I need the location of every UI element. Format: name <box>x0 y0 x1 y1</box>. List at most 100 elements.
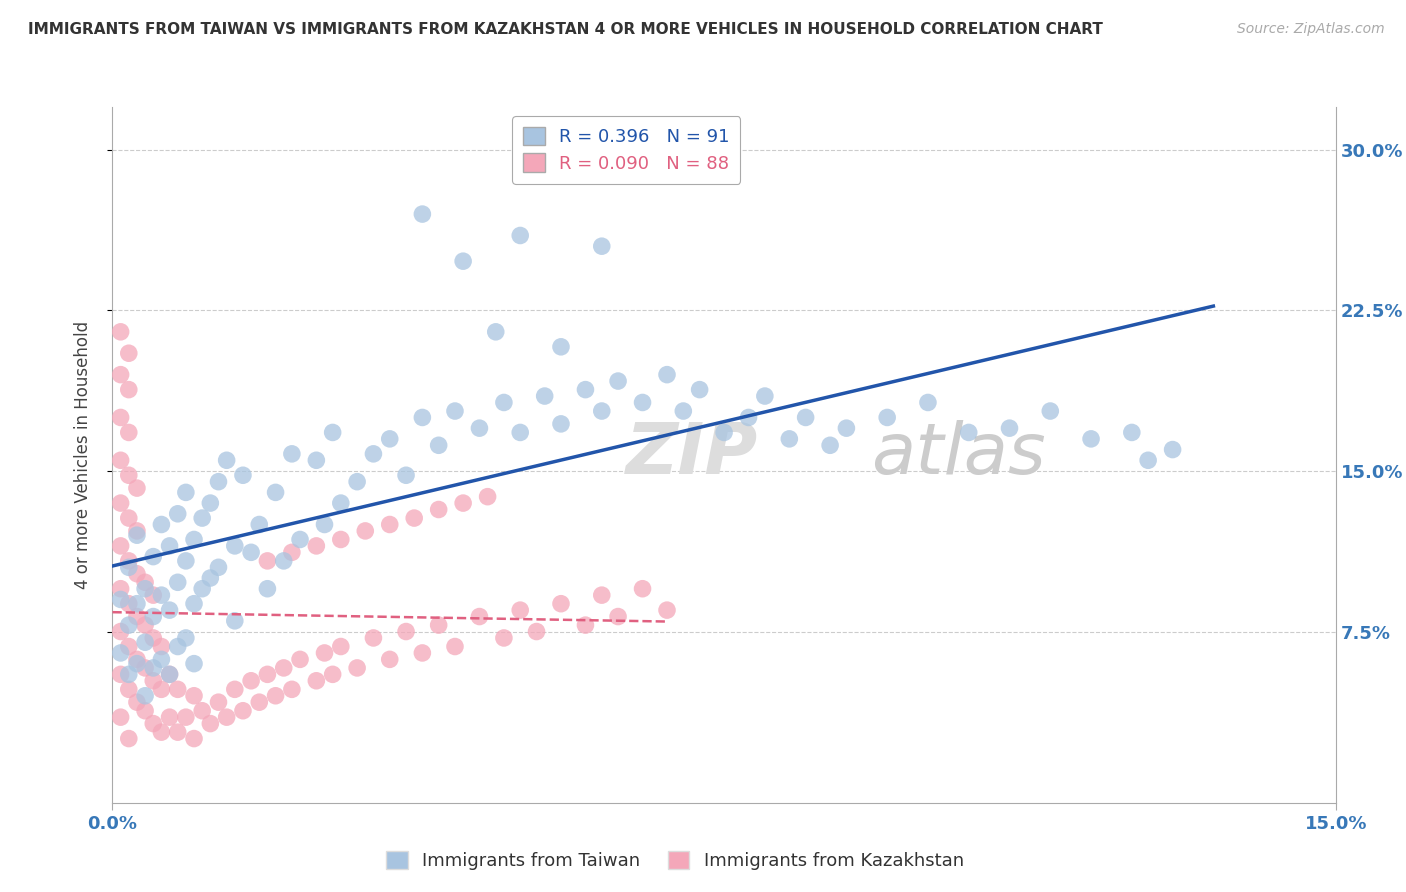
Point <box>110 410 132 425</box>
Point <box>288 533 311 547</box>
Point <box>346 661 368 675</box>
Point <box>110 325 132 339</box>
Point <box>166 575 188 590</box>
Point <box>159 667 181 681</box>
Point <box>183 731 205 746</box>
Point <box>322 425 344 440</box>
Point <box>207 560 229 574</box>
Point <box>200 716 222 731</box>
Point <box>778 432 800 446</box>
Point <box>166 682 188 697</box>
Point <box>224 682 246 697</box>
Point <box>200 496 222 510</box>
Text: Source: ZipAtlas.com: Source: ZipAtlas.com <box>1237 22 1385 37</box>
Point <box>134 661 156 675</box>
Point <box>134 689 156 703</box>
Point <box>288 652 311 666</box>
Point <box>159 539 181 553</box>
Point <box>174 554 197 568</box>
Point <box>378 652 401 666</box>
Point <box>150 640 173 654</box>
Point <box>166 725 188 739</box>
Point <box>550 417 572 431</box>
Point <box>329 496 352 510</box>
Point <box>150 725 173 739</box>
Point <box>1161 442 1184 457</box>
Point <box>754 389 776 403</box>
Point <box>835 421 858 435</box>
Point <box>256 554 278 568</box>
Point <box>451 496 474 510</box>
Point <box>125 524 148 538</box>
Text: ZIP: ZIP <box>626 420 758 490</box>
Point <box>322 667 344 681</box>
Point <box>118 560 141 574</box>
Point <box>142 673 165 688</box>
Point <box>191 582 214 596</box>
Point <box>110 539 132 553</box>
Point <box>183 689 205 703</box>
Point <box>273 661 295 675</box>
Point <box>591 239 613 253</box>
Point <box>118 618 141 632</box>
Point <box>110 368 132 382</box>
Point <box>256 582 278 596</box>
Point <box>264 689 287 703</box>
Point <box>166 640 188 654</box>
Point <box>224 614 246 628</box>
Point <box>395 468 418 483</box>
Point <box>607 374 630 388</box>
Point <box>404 511 426 525</box>
Point <box>281 545 304 559</box>
Point <box>631 582 654 596</box>
Point <box>110 592 132 607</box>
Point <box>125 695 148 709</box>
Point <box>125 657 148 671</box>
Point <box>314 646 336 660</box>
Point <box>150 517 173 532</box>
Point <box>492 395 515 409</box>
Point <box>207 475 229 489</box>
Point <box>240 545 263 559</box>
Point <box>354 524 377 538</box>
Point <box>142 631 165 645</box>
Point <box>468 609 491 624</box>
Point <box>247 517 270 532</box>
Point <box>363 631 385 645</box>
Point <box>574 618 596 632</box>
Point <box>150 652 173 666</box>
Point <box>110 646 132 660</box>
Point <box>191 511 214 525</box>
Point <box>281 447 304 461</box>
Point <box>818 438 841 452</box>
Point <box>125 481 148 495</box>
Point <box>110 582 132 596</box>
Point <box>451 254 474 268</box>
Point <box>118 554 141 568</box>
Point <box>411 646 433 660</box>
Point <box>232 468 254 483</box>
Point <box>125 609 148 624</box>
Point <box>509 603 531 617</box>
Point <box>215 453 238 467</box>
Point <box>550 597 572 611</box>
Point <box>876 410 898 425</box>
Point <box>166 507 188 521</box>
Point <box>363 447 385 461</box>
Point <box>118 682 141 697</box>
Point <box>159 603 181 617</box>
Point <box>207 695 229 709</box>
Point <box>550 340 572 354</box>
Point <box>224 539 246 553</box>
Point <box>118 383 141 397</box>
Point <box>378 432 401 446</box>
Point <box>444 640 467 654</box>
Point <box>256 667 278 681</box>
Point <box>118 425 141 440</box>
Point <box>314 517 336 532</box>
Point <box>655 368 678 382</box>
Point <box>427 438 450 452</box>
Point <box>672 404 695 418</box>
Point <box>468 421 491 435</box>
Point <box>110 496 132 510</box>
